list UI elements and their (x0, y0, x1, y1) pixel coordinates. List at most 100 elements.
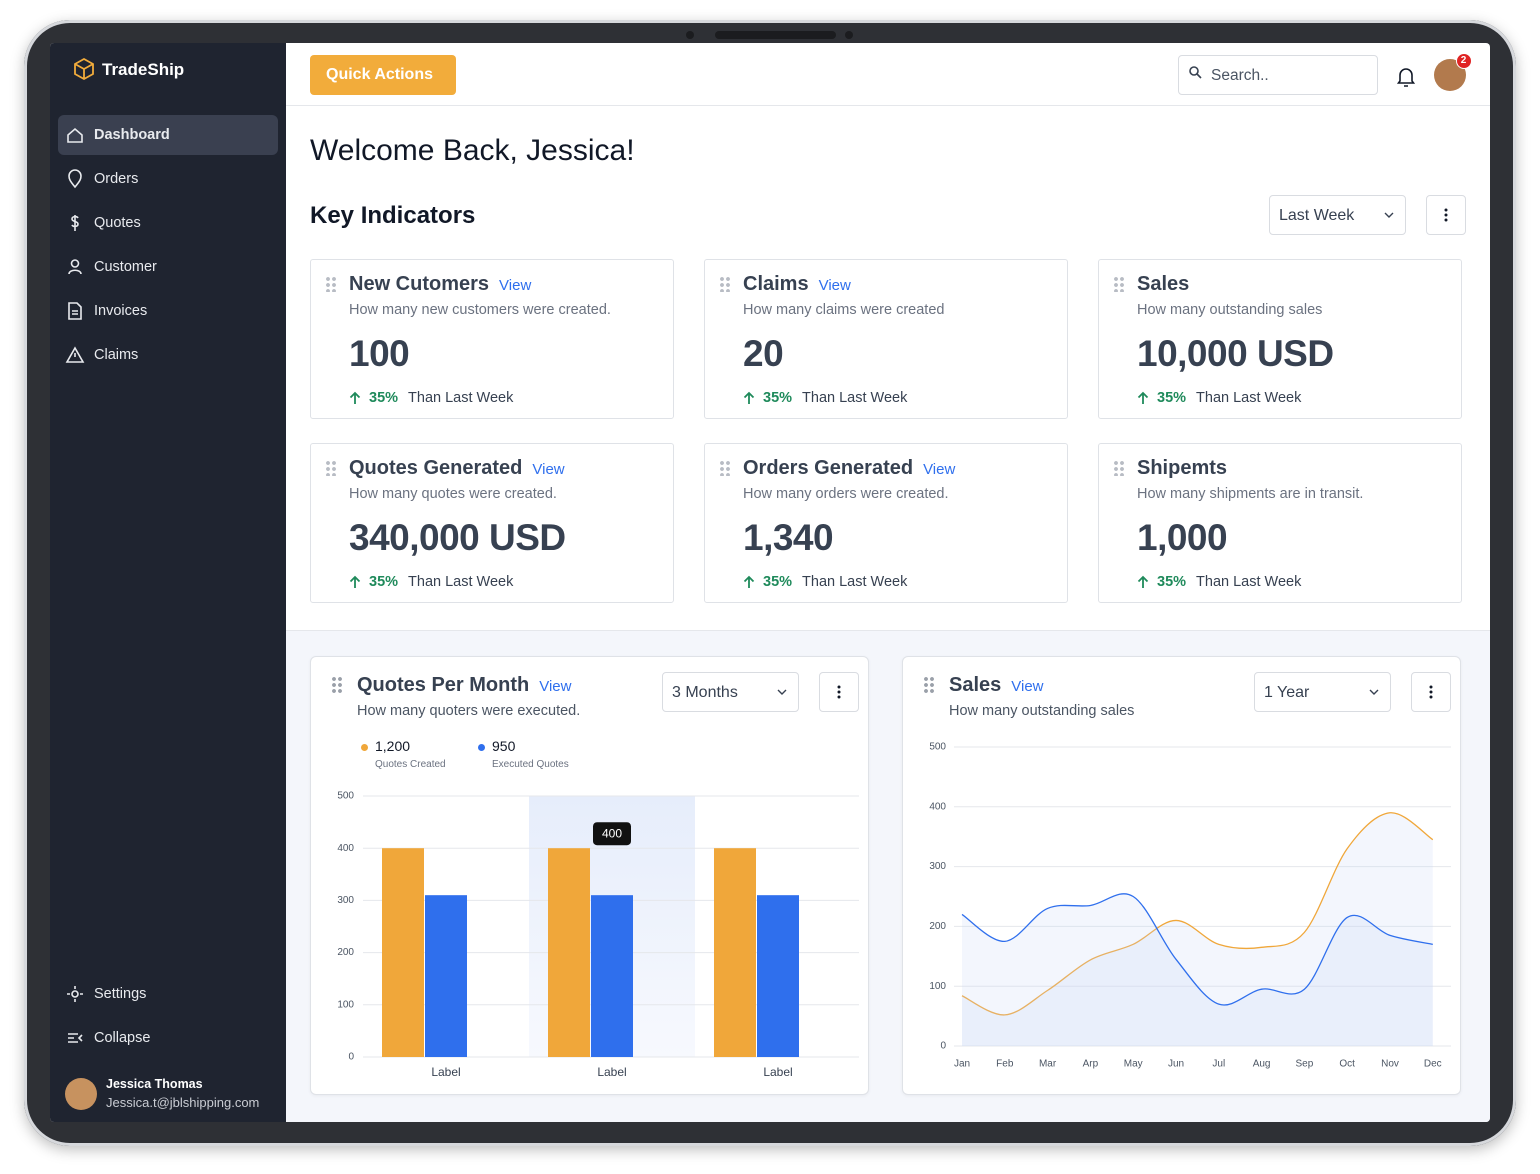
card-title: Orders Generated (743, 457, 914, 479)
card-header: Orders Generated View (743, 454, 955, 482)
up-arrow (1137, 575, 1149, 588)
nav-item[interactable]: Customer (58, 247, 278, 287)
card-title: Shipemts (1137, 457, 1228, 479)
change-percent: 35% (369, 390, 399, 406)
card-title: Quotes Per Month (357, 674, 530, 696)
chart-card: Quotes Per Month View How many quoters wer… (310, 656, 869, 1095)
change-percent: 35% (1157, 390, 1187, 406)
period-dropdown[interactable]: Last Week (1269, 195, 1406, 235)
view-link[interactable]: View (539, 678, 572, 695)
nav-label: Orders (94, 170, 139, 187)
more-button[interactable] (1411, 672, 1451, 712)
view-link[interactable]: View (818, 277, 851, 294)
legend-value: 950 (492, 738, 516, 755)
card-header: Claims View (743, 270, 851, 298)
card-value: 1,000 (1137, 517, 1228, 559)
card-value: 100 (349, 333, 410, 375)
drag-handle (325, 276, 337, 292)
change-row: 35% Than Last Week (743, 388, 907, 408)
change-row: 35% Than Last Week (1137, 572, 1301, 592)
up-arrow (349, 575, 361, 588)
card-header: Sales View (949, 671, 1044, 699)
legend-dot (478, 744, 485, 751)
change-row: 35% Than Last Week (349, 388, 513, 408)
drag-handle (923, 676, 935, 694)
change-row: 35% Than Last Week (743, 572, 907, 592)
card-header: Quotes Per Month View (357, 671, 571, 699)
dropdown-label: Last Week (1279, 206, 1355, 224)
more-button[interactable] (819, 672, 859, 712)
section-title: Key Indicators (310, 202, 476, 230)
brand-name: TradeShip (102, 60, 185, 80)
drag-handle (325, 460, 337, 476)
quick-actions-button[interactable]: Quick Actions (310, 55, 456, 95)
change-text: Than Last Week (408, 574, 514, 590)
nav-label: Claims (94, 346, 139, 363)
nav-item[interactable]: Claims (58, 335, 278, 375)
change-percent: 35% (1157, 574, 1187, 590)
up-arrow (1137, 391, 1149, 404)
change-row: 35% Than Last Week (349, 572, 513, 592)
nav-label: Invoices (94, 302, 148, 319)
card-subtitle: How many outstanding sales (1137, 301, 1323, 318)
nav-label: Customer (94, 258, 157, 275)
drag-handle (1113, 276, 1125, 292)
card-title: New Cutomers (349, 273, 490, 295)
card-title: Quotes Generated (349, 457, 523, 479)
view-link[interactable]: View (499, 277, 532, 294)
card-subtitle: How many new customers were created. (349, 301, 611, 318)
nav-item[interactable]: Dashboard (58, 115, 278, 155)
sidebar (50, 43, 286, 1122)
change-percent: 35% (763, 390, 793, 406)
up-arrow (349, 391, 361, 404)
user-name: Jessica Thomas (106, 1077, 203, 1092)
period-dropdown[interactable]: 3 Months (662, 672, 799, 712)
nav-item[interactable]: Invoices (58, 291, 278, 331)
indicator-card: Orders Generated View How many orders were… (704, 443, 1068, 603)
card-subtitle: How many quoters were executed. (357, 702, 581, 719)
change-percent: 35% (369, 574, 399, 590)
view-link[interactable]: View (532, 461, 565, 478)
badge-count: 2 (1460, 55, 1467, 66)
nav-label: Collapse (94, 1029, 151, 1046)
card-header: New Cutomers View (349, 270, 531, 298)
user-email: Jessica.t@jblshipping.com (106, 1094, 260, 1110)
change-text: Than Last Week (1196, 574, 1302, 590)
up-arrow (743, 391, 755, 404)
button-label: Quick Actions (326, 65, 433, 83)
view-link[interactable]: View (1011, 678, 1044, 695)
card-title: Sales (949, 674, 1002, 696)
period-dropdown[interactable]: 1 Year (1254, 672, 1391, 712)
welcome-heading: Welcome Back, Jessica! (310, 134, 635, 167)
dropdown-label: 3 Months (672, 683, 738, 701)
indicator-card: New Cutomers View How many new customers w… (310, 259, 674, 419)
chart-card: Sales View How many outstanding sales (902, 656, 1461, 1095)
card-value: 10,000 USD (1137, 333, 1334, 375)
notification-badge: 2 (1456, 53, 1472, 69)
card-header: Sales (1137, 270, 1189, 298)
legend-dot (361, 744, 368, 751)
change-percent: 35% (763, 574, 793, 590)
drag-handle (719, 276, 731, 292)
nav-item[interactable]: Collapse (58, 1018, 278, 1058)
indicator-card: Quotes Generated View How many quotes were… (310, 443, 674, 603)
nav-label: Settings (94, 985, 147, 1002)
view-link[interactable]: View (923, 461, 956, 478)
search-box[interactable]: Search.. (1178, 55, 1378, 95)
nav-item[interactable]: Orders (58, 159, 278, 199)
legend-label: Executed Quotes (492, 759, 569, 770)
indicator-card: Shipemts How many shipments are in transi… (1098, 443, 1462, 603)
card-value: 1,340 (743, 517, 834, 559)
search-placeholder: Search.. (1211, 67, 1269, 85)
nav-label: Quotes (94, 214, 141, 231)
nav-item[interactable]: Quotes (58, 203, 278, 243)
nav-item[interactable]: Settings (58, 974, 278, 1014)
card-subtitle: How many claims were created (743, 301, 945, 318)
change-text: Than Last Week (1196, 390, 1302, 406)
up-arrow (743, 575, 755, 588)
card-header: Quotes Generated View (349, 454, 565, 482)
change-text: Than Last Week (408, 390, 514, 406)
more-button[interactable] (1426, 195, 1466, 235)
drag-handle (719, 460, 731, 476)
